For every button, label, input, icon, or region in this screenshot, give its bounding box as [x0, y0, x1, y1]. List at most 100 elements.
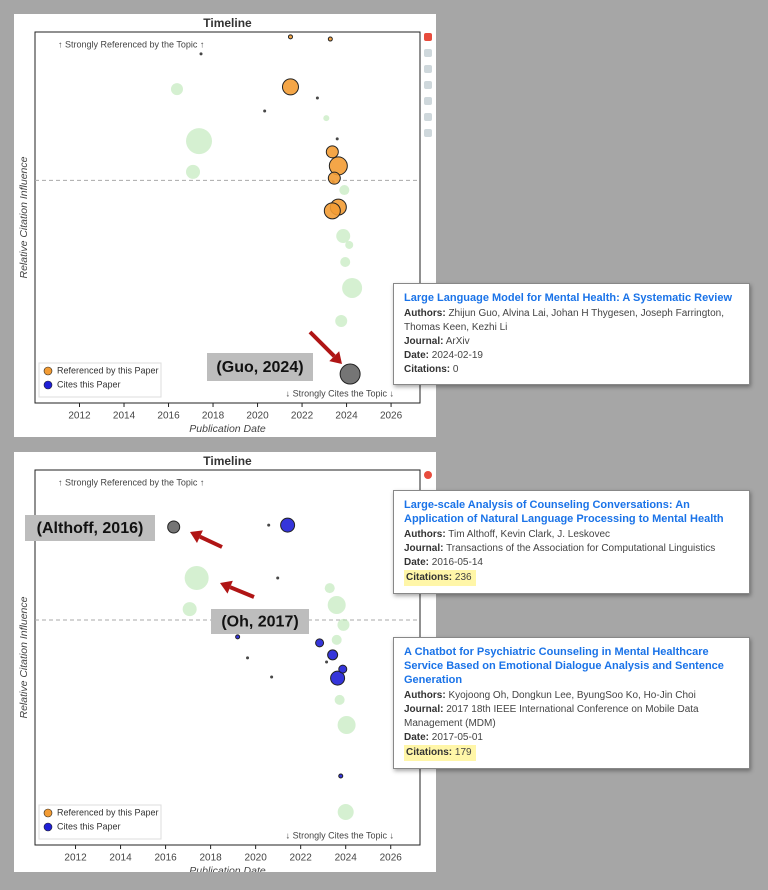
highlight: Citations: 236 [404, 570, 476, 586]
field-label: Journal: [404, 704, 444, 715]
field-value: 2017 18th IEEE International Conference … [404, 704, 699, 729]
chart: Timeline 2012 2014 2016 2018 2020 2022 2024 2026… [18, 16, 432, 435]
data-point [267, 523, 271, 527]
tooltip-row: Citations: 179 [404, 745, 739, 761]
data-point [337, 804, 354, 820]
annotation: ↑ Strongly Referenced by the Topic ↑ [58, 477, 204, 487]
data-point [338, 773, 344, 779]
x-tick-label: 2020 [246, 411, 269, 422]
x-tick-label: 2014 [109, 853, 132, 864]
x-axis-label: Publication Date [189, 423, 266, 435]
x-tick-label: 2012 [68, 411, 91, 422]
data-point [327, 36, 333, 42]
callout-arrow [308, 330, 336, 358]
chart-title: Timeline [203, 454, 252, 468]
chart-panel: Timeline 2012 2014 2016 2018 2020 2022 2024 2026… [14, 14, 436, 437]
plot-frame [34, 31, 421, 404]
tooltip-row: Date: 2024-02-19 [404, 349, 739, 363]
x-tick-label: 2022 [290, 853, 313, 864]
callout-arrow [229, 585, 255, 599]
field-value: 2017-05-01 [431, 732, 483, 743]
legend-label: Referenced by this Paper [57, 807, 159, 817]
x-tick-label: 2018 [202, 411, 225, 422]
tooltip-row: Date: 2017-05-01 [404, 731, 739, 745]
data-point [336, 229, 351, 244]
legend-label: Referenced by this Paper [57, 365, 159, 375]
legend-swatch [43, 380, 53, 390]
callout-label: (Oh, 2017) [221, 614, 298, 631]
callout-box [25, 515, 155, 541]
callout-box [211, 609, 309, 634]
data-point [327, 171, 341, 185]
tooltip: Large Language Model for Mental Health: … [393, 283, 750, 385]
chart-panel: Timeline 2012 2014 2016 2018 2020 2022 2024 2026… [14, 452, 436, 877]
toolbar-icon [424, 97, 432, 105]
field-label: Date: [404, 557, 430, 568]
tooltip-row: Journal: Transactions of the Association… [404, 542, 739, 556]
data-point [263, 109, 267, 113]
field-value: 2016-05-14 [431, 557, 483, 568]
data-point [340, 257, 351, 268]
data-point [323, 115, 330, 122]
legend-box [38, 804, 162, 840]
legend-label: Cites this Paper [57, 379, 121, 389]
field-value: Zhijun Guo, Alvina Lai, Johan H Thygesen… [404, 308, 724, 333]
tooltip-title: Large-scale Analysis of Counseling Conve… [404, 499, 724, 525]
callout-arrow [199, 534, 223, 549]
field-label: Journal: [404, 336, 444, 347]
data-point [270, 675, 274, 679]
field-label: Citations: [406, 572, 453, 583]
data-point [280, 517, 296, 533]
field-label: Authors: [404, 690, 446, 701]
data-point [315, 638, 325, 648]
legend-swatch [43, 808, 53, 818]
field-value: 0 [452, 364, 459, 375]
tooltip-row: Journal: ArXiv [404, 335, 739, 349]
data-point [276, 576, 280, 580]
toolbar-icon [424, 81, 432, 89]
tooltip-title: Large Language Model for Mental Health: … [404, 292, 733, 304]
legend-swatch [43, 366, 53, 376]
data-point [167, 520, 181, 534]
field-value: 2024-02-19 [431, 350, 483, 361]
callout-label: (Guo, 2024) [216, 359, 303, 376]
data-point [323, 202, 341, 220]
data-point [325, 145, 339, 159]
data-point [330, 670, 346, 686]
x-tick-label: 2016 [157, 411, 180, 422]
callout-box [207, 353, 313, 381]
data-point [337, 618, 350, 631]
toolbar-icon [424, 471, 432, 479]
field-label: Authors: [404, 529, 446, 540]
field-value: ArXiv [445, 336, 470, 347]
field-label: Citations: [404, 364, 451, 375]
tooltip-title: A Chatbot for Psychiatric Counseling in … [404, 646, 724, 686]
field-label: Authors: [404, 308, 446, 319]
tooltip: Large-scale Analysis of Counseling Conve… [393, 490, 750, 594]
data-point [335, 137, 339, 141]
field-value: Kyojoong Oh, Dongkun Lee, ByungSoo Ko, H… [448, 690, 696, 701]
callout-arrowhead [190, 530, 203, 544]
y-axis-label: Relative Citation Influence [18, 596, 30, 718]
toolbar-icon [424, 33, 432, 41]
field-value: Transactions of the Association for Comp… [446, 543, 716, 554]
tooltip-row: Citations: 0 [404, 363, 739, 377]
data-point [337, 716, 356, 734]
annotation: ↓ Strongly Cites the Topic ↓ [286, 388, 394, 398]
x-tick-label: 2022 [291, 411, 314, 422]
x-tick-label: 2026 [380, 411, 403, 422]
data-point [324, 583, 335, 594]
annotation: ↓ Strongly Cites the Topic ↓ [286, 830, 394, 840]
field-label: Date: [404, 350, 430, 361]
data-point [327, 596, 346, 614]
field-value: 179 [454, 747, 472, 758]
data-point [339, 185, 350, 196]
tooltip-row: Citations: 236 [404, 570, 739, 586]
callout-arrowhead [220, 580, 233, 594]
x-tick-label: 2020 [245, 853, 268, 864]
data-point [334, 694, 345, 705]
x-axis-label: Publication Date [189, 865, 266, 872]
x-tick-label: 2014 [113, 411, 136, 422]
data-point [199, 52, 203, 56]
